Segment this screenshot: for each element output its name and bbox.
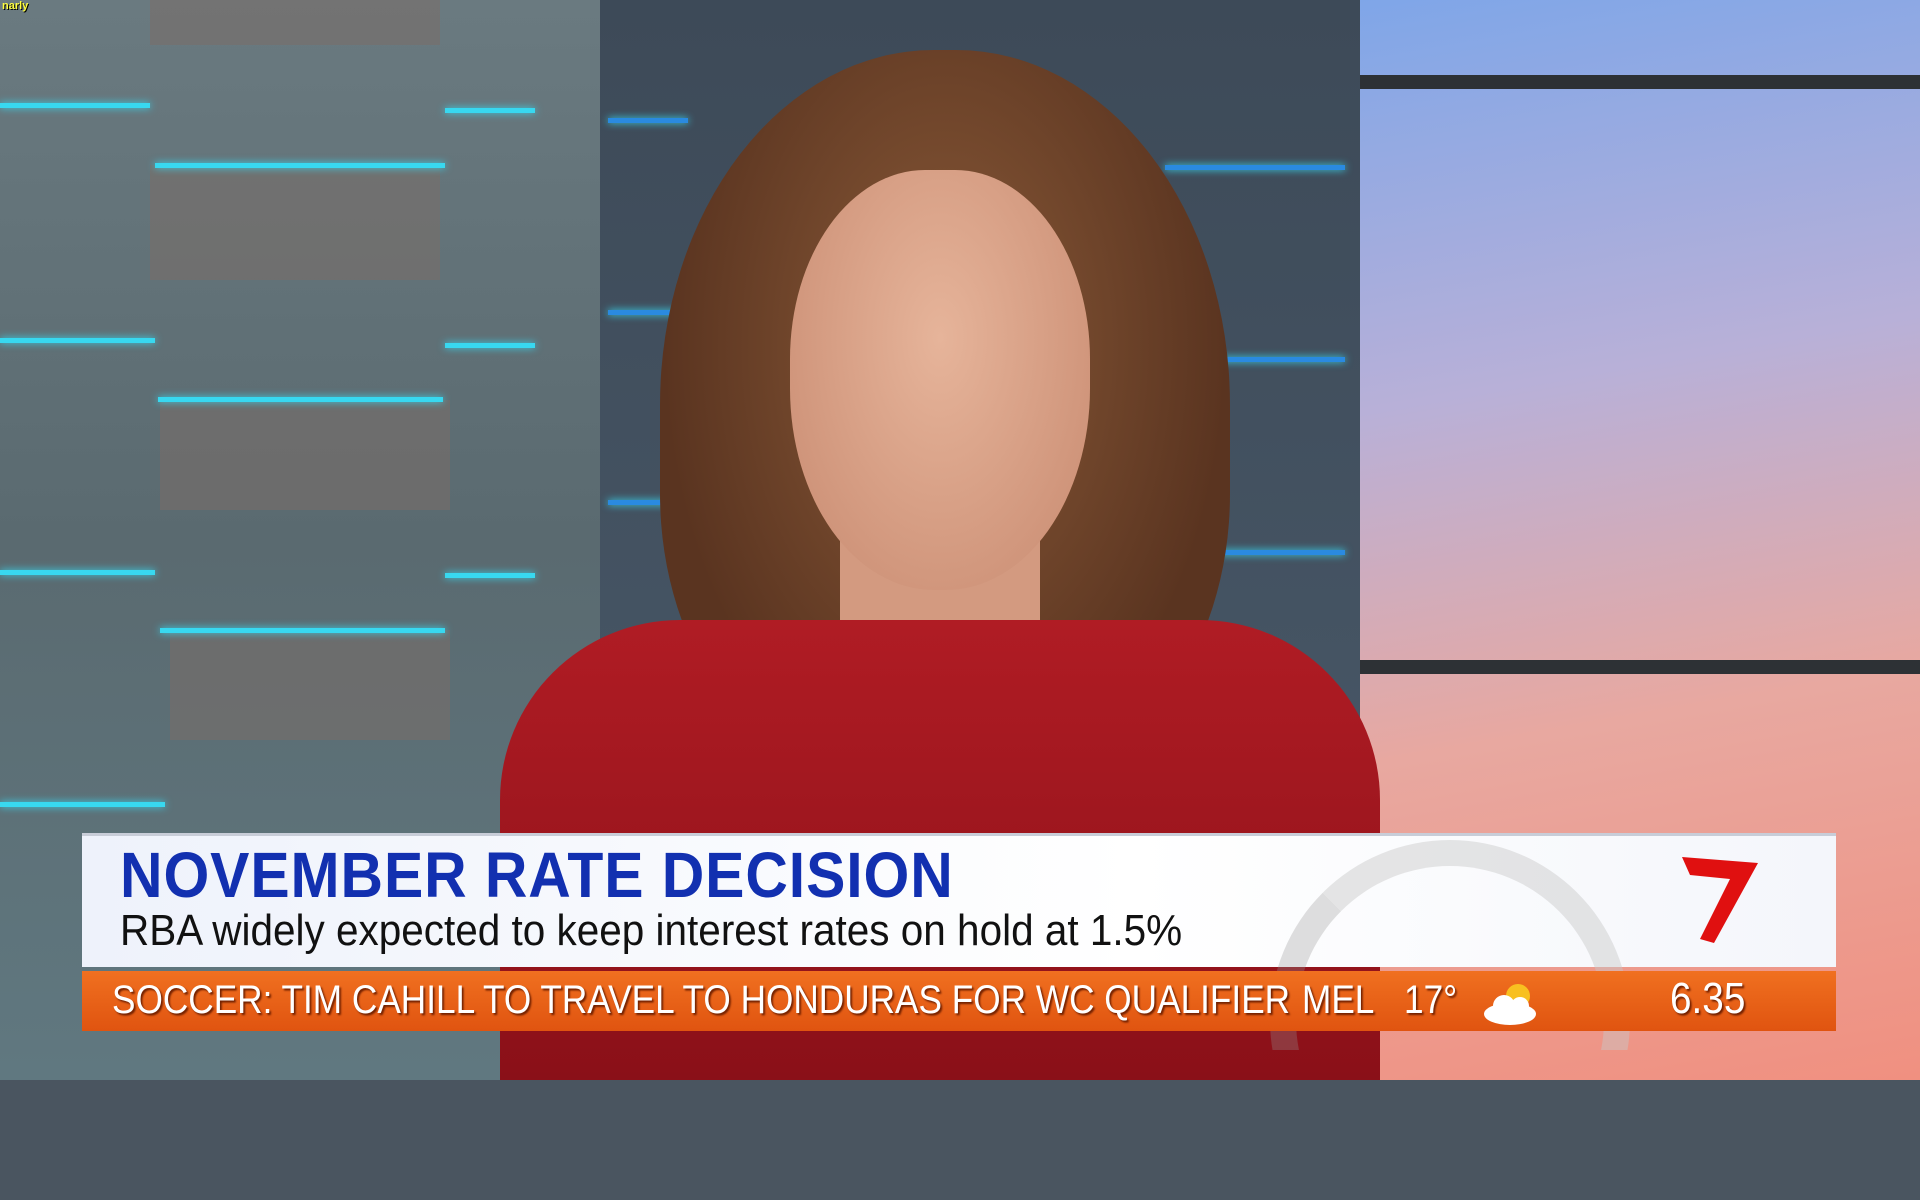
- wall-block: [150, 0, 440, 45]
- frame-bar: [1360, 75, 1920, 89]
- subheadline: RBA widely expected to keep interest rat…: [120, 906, 1183, 955]
- light-strip: [1220, 550, 1345, 555]
- light-strip: [1165, 165, 1345, 170]
- wall-block: [170, 630, 450, 740]
- corner-tag: narly: [2, 0, 29, 12]
- presenter-face: [790, 170, 1090, 590]
- light-strip: [0, 570, 155, 575]
- light-strip: [160, 628, 445, 633]
- light-strip: [608, 310, 688, 315]
- light-strip: [1185, 357, 1345, 362]
- wall-block: [150, 165, 440, 280]
- light-strip: [608, 118, 688, 123]
- headline: NOVEMBER RATE DECISION: [120, 839, 954, 911]
- light-strip: [445, 343, 535, 348]
- weather-temperature: 17°: [1404, 978, 1458, 1022]
- ticker-headline: SOCCER: TIM CAHILL TO TRAVEL TO HONDURAS…: [112, 978, 1291, 1022]
- wall-block: [160, 400, 450, 510]
- light-strip: [0, 338, 155, 343]
- light-strip: [608, 500, 678, 505]
- frame-bar: [1360, 660, 1920, 674]
- light-strip: [0, 103, 150, 108]
- news-ticker: SOCCER: TIM CAHILL TO TRAVEL TO HONDURAS…: [82, 971, 1836, 1031]
- light-strip: [0, 802, 165, 807]
- light-strip: [445, 108, 535, 113]
- partly-cloudy-icon: [1484, 984, 1536, 1025]
- weather-city: MEL: [1302, 978, 1375, 1022]
- light-strip: [155, 163, 445, 168]
- channel-7-logo-icon: [1682, 857, 1758, 943]
- clock-time: 6.35: [1670, 974, 1746, 1023]
- light-strip: [158, 397, 443, 402]
- light-strip: [445, 573, 535, 578]
